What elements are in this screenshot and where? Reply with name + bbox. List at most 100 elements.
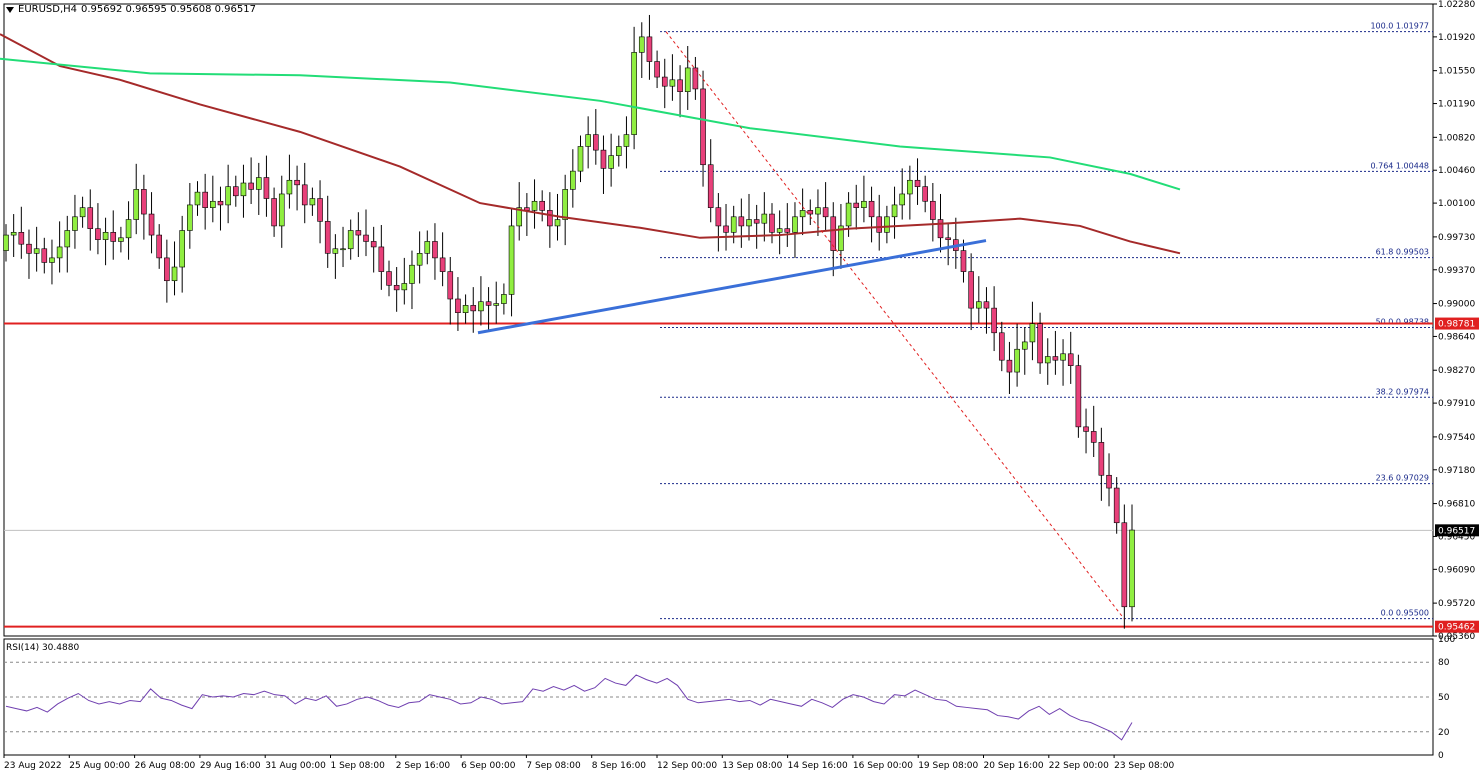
bull-candle (776, 228, 783, 233)
fib-diagonal-line (665, 31, 1125, 619)
bear-candle (930, 200, 936, 220)
bear-candle (654, 61, 660, 78)
bull-candle (861, 200, 867, 208)
bear-candle (715, 207, 722, 227)
bull-candle (761, 213, 768, 224)
rsi-tick-label: 0 (1438, 751, 1444, 761)
x-tick-label: 31 Aug 00:00 (265, 761, 326, 771)
bull-candle (340, 248, 346, 251)
ohlc-values: 0.95692 0.96595 0.95608 0.96517 (81, 4, 256, 15)
bear-candle (470, 305, 477, 312)
bear-candle (1006, 359, 1013, 373)
bull-candle (746, 219, 752, 227)
x-tick-label: 8 Sep 16:00 (592, 761, 647, 771)
bull-candle (424, 241, 431, 254)
bear-candle (1083, 426, 1089, 432)
support-price-label-bg (1435, 317, 1479, 330)
x-tick-label: 26 Aug 08:00 (135, 761, 196, 771)
bull-candle (516, 207, 523, 227)
bear-candle (707, 164, 714, 208)
bear-candle (378, 246, 385, 272)
x-tick-label: 23 Aug 2022 (4, 761, 62, 771)
bull-candle (669, 79, 676, 87)
low-price-label-bg (1435, 620, 1479, 633)
moving-average-slow (0, 57, 1181, 191)
bear-candle (661, 76, 668, 87)
bull-candle (845, 202, 852, 227)
y-tick-label: 1.02280 (1438, 0, 1475, 10)
bull-candle (401, 283, 408, 291)
bull-candle (1021, 341, 1028, 350)
bear-candle (248, 182, 254, 190)
bull-candle (462, 305, 469, 313)
bull-candle (531, 200, 538, 211)
y-tick-label: 0.97180 (1438, 466, 1475, 476)
bear-candle (432, 241, 438, 259)
bear-candle (217, 200, 224, 206)
bull-candle (1014, 348, 1020, 373)
bear-candle (853, 202, 860, 208)
bear-candle (232, 186, 239, 197)
x-tick-label: 22 Sep 00:00 (1049, 761, 1109, 771)
bear-candle (738, 216, 745, 227)
x-tick-label: 12 Sep 00:00 (657, 761, 717, 771)
bull-candle (1129, 529, 1135, 608)
bull-candle (907, 179, 913, 195)
support-price-label: 0.98781 (1438, 320, 1475, 330)
bear-candle (945, 237, 951, 240)
bull-candle (884, 216, 890, 233)
fib-level-label: 61.8 0.99503 (1376, 248, 1429, 257)
bull-candle (478, 301, 484, 312)
bull-candle (792, 216, 798, 233)
rsi-header: RSI(14) 30.4880 (6, 643, 80, 653)
bear-candle (1113, 487, 1120, 524)
bear-candle (386, 271, 392, 286)
bull-candle (347, 230, 354, 250)
bear-candle (271, 198, 277, 227)
low-price-label: 0.95462 (1438, 623, 1475, 633)
bear-candle (1106, 474, 1112, 489)
y-tick-label: 0.99000 (1438, 300, 1475, 310)
bear-candle (370, 241, 377, 248)
bear-candle (363, 234, 369, 242)
x-tick-label: 1 Sep 08:00 (331, 761, 386, 771)
x-tick-label: 25 Aug 00:00 (69, 761, 130, 771)
fib-level-label: 23.6 0.97029 (1376, 474, 1429, 483)
bear-candle (164, 257, 170, 282)
bull-candle (608, 155, 614, 169)
y-tick-label: 1.00820 (1438, 133, 1475, 143)
bull-candle (102, 232, 109, 240)
symbol-label: EURUSD,H4 (18, 4, 78, 15)
y-tick-label: 0.96090 (1438, 565, 1475, 575)
y-tick-label: 0.97910 (1438, 399, 1475, 409)
bear-candle (95, 228, 101, 240)
y-tick-label: 0.96450 (1438, 532, 1475, 542)
bull-candle (210, 200, 216, 208)
bull-candle (416, 253, 423, 266)
bull-candle (255, 177, 262, 190)
bull-candle (64, 230, 71, 248)
bull-candle (79, 207, 86, 218)
bear-candle (539, 200, 545, 211)
rsi-tick-label: 20 (1438, 728, 1450, 738)
bear-candle (998, 332, 1005, 361)
x-tick-label: 7 Sep 08:00 (526, 761, 581, 771)
bear-candle (769, 213, 775, 233)
bull-candle (49, 257, 55, 263)
bull-candle (730, 216, 737, 233)
fib-level-label: 50.0 0.98738 (1376, 317, 1429, 326)
bull-candle (171, 266, 178, 282)
bear-candle (822, 207, 829, 218)
bear-candle (202, 191, 208, 208)
bull-candle (286, 179, 293, 195)
bull-candle (799, 210, 806, 218)
bull-candle (585, 134, 591, 147)
dropdown-triangle-icon[interactable] (6, 6, 14, 13)
bear-candle (141, 189, 147, 215)
bear-candle (991, 307, 997, 334)
bear-candle (753, 219, 760, 224)
bear-candle (692, 67, 699, 90)
bear-candle (547, 210, 553, 227)
